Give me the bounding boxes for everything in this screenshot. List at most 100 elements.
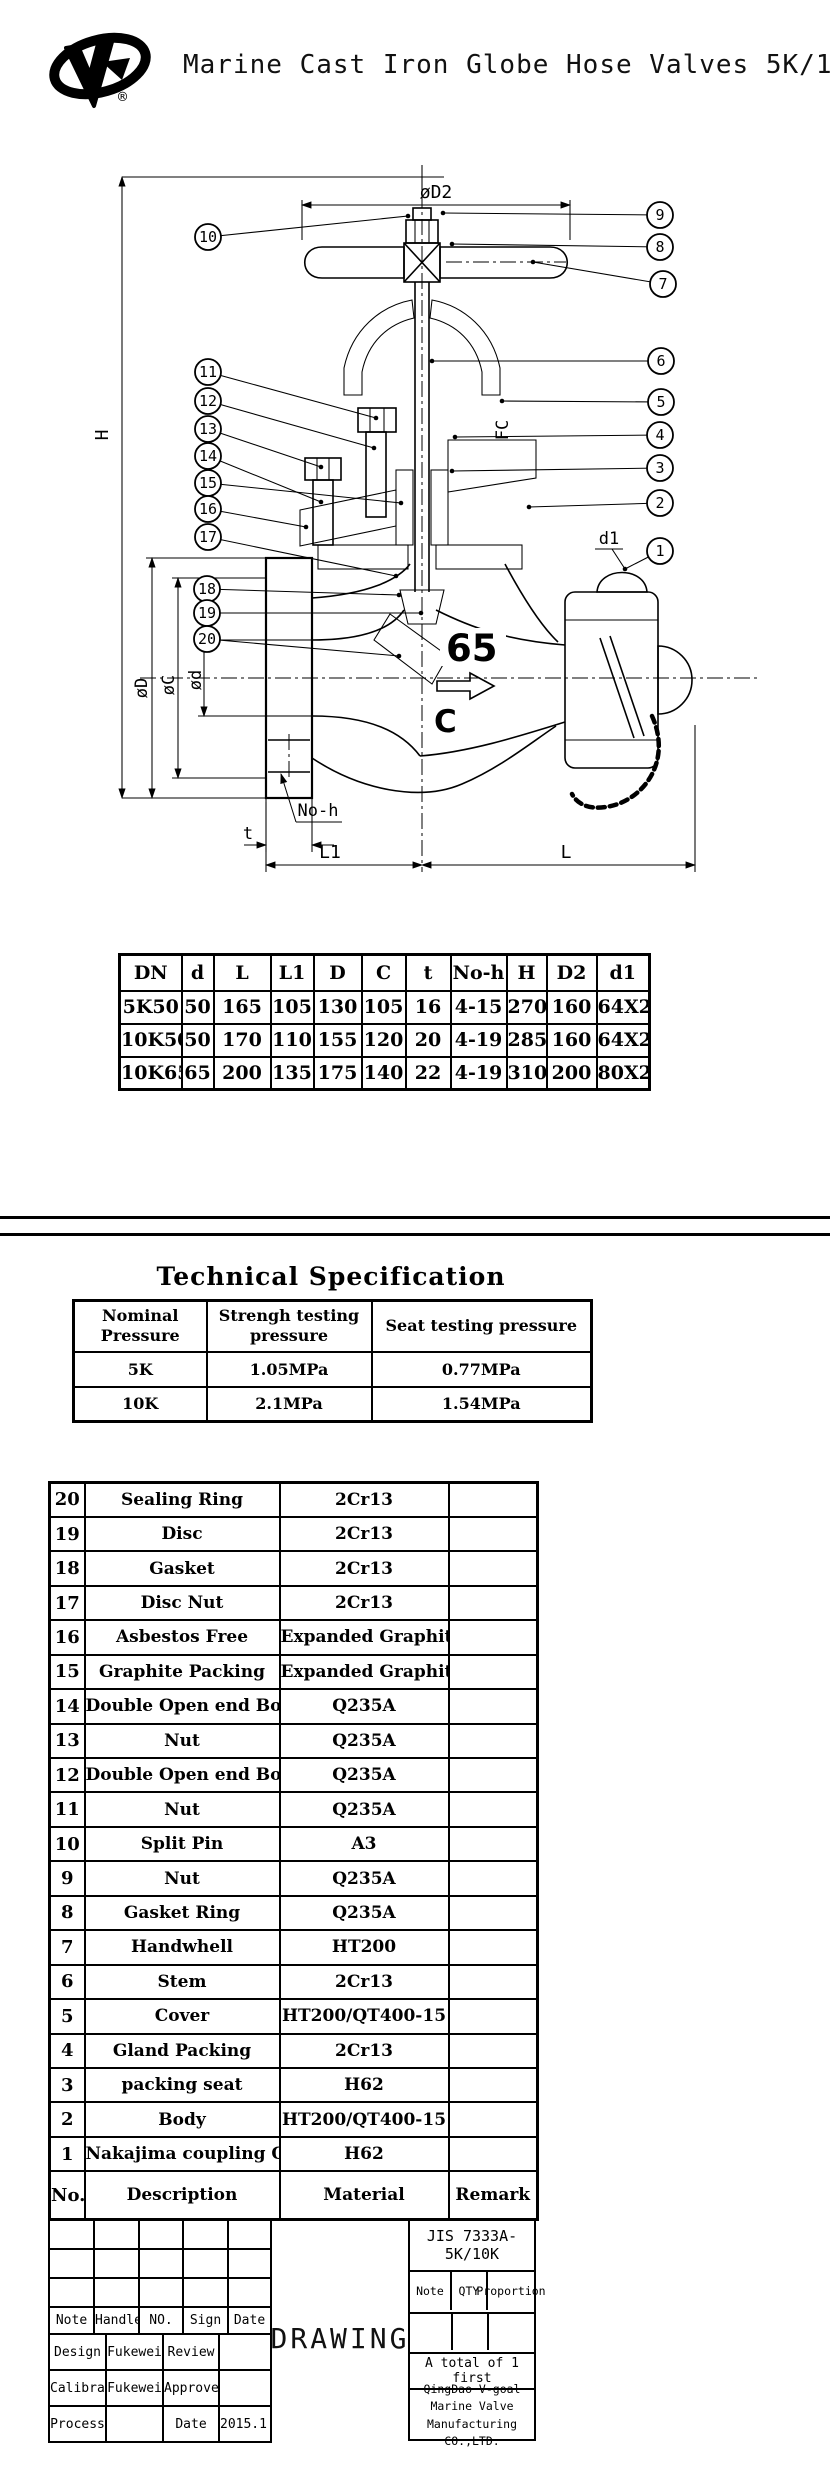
cell: 64X2 bbox=[595, 989, 651, 1025]
svg-text:d1: d1 bbox=[599, 529, 619, 549]
revision-empty-row bbox=[48, 2277, 272, 2308]
cell: Asbestos Free bbox=[83, 1619, 281, 1656]
part-row: 12 Double Open end Bolt Q235A bbox=[48, 1756, 539, 1794]
part-balloon-4: 4 bbox=[452, 421, 674, 449]
qty-header-qty: QTY bbox=[452, 2272, 488, 2310]
hose-coupling bbox=[564, 571, 693, 810]
cell: Fukewei bbox=[105, 2369, 164, 2407]
cell: 13 bbox=[48, 1722, 86, 1760]
total-note: A total of 1 first bbox=[410, 2354, 534, 2390]
cell: 310 bbox=[505, 1055, 548, 1091]
cell: 2Cr13 bbox=[278, 1515, 450, 1553]
cell: Sign bbox=[182, 2306, 229, 2335]
cell: 200 bbox=[212, 1055, 272, 1091]
cell: No. bbox=[48, 2170, 86, 2221]
cell: Nakajima coupling Outlet bbox=[83, 2135, 281, 2173]
cell bbox=[447, 2032, 539, 2069]
cell: Process bbox=[48, 2405, 107, 2443]
cell: Seat testing pressure bbox=[370, 1299, 593, 1353]
cell bbox=[447, 1722, 539, 1760]
cell: 120 bbox=[360, 1022, 407, 1058]
seat bbox=[373, 613, 449, 685]
drawing-type-label: DRAWING bbox=[270, 2322, 410, 2355]
cell bbox=[447, 1791, 539, 1828]
cell: Handle bbox=[93, 2306, 140, 2335]
stem-nut bbox=[405, 207, 439, 244]
handwheel bbox=[304, 242, 568, 283]
cell bbox=[447, 1860, 539, 1897]
cell: DN bbox=[118, 953, 183, 992]
cell: 110 bbox=[269, 1022, 315, 1058]
part-balloon-2: 2 bbox=[526, 489, 674, 517]
part-balloon-9: 9 bbox=[440, 201, 674, 229]
svg-text:2: 2 bbox=[655, 494, 664, 512]
part-row: 8 Gasket Ring Q235A bbox=[48, 1894, 539, 1932]
size-label: 65 bbox=[446, 627, 498, 670]
cell bbox=[447, 1998, 539, 2035]
gland-assembly bbox=[299, 407, 537, 570]
svg-text:3: 3 bbox=[655, 459, 664, 477]
svg-text:H: H bbox=[92, 430, 113, 441]
dim-phiC: øC bbox=[159, 576, 266, 780]
part-balloon-11: 11 bbox=[194, 358, 379, 421]
cell bbox=[447, 2101, 539, 2138]
cell: Date bbox=[227, 2306, 272, 2335]
dim-L1-L: L1 L bbox=[264, 725, 697, 872]
approval-row: CalibratorFukeweiApprover bbox=[48, 2369, 272, 2407]
revision-empty-row bbox=[48, 2218, 272, 2250]
cell: 50 bbox=[180, 989, 215, 1025]
cell: 4-15 bbox=[449, 989, 508, 1025]
cell: 11 bbox=[48, 1791, 86, 1828]
dim-phiD: øD bbox=[132, 556, 266, 800]
part-balloon-20: 20 bbox=[193, 625, 402, 659]
cell: 20 bbox=[48, 1481, 86, 1518]
spec-table: Nominal Pressure Strengh testing pressure… bbox=[72, 1299, 593, 1423]
cell bbox=[447, 1481, 539, 1518]
page-title: Marine Cast Iron Globe Hose Valves 5K/10… bbox=[183, 50, 830, 80]
part-row: 2 Body HT200/QT400-15 bbox=[48, 2101, 539, 2138]
cell: Nut bbox=[83, 1722, 281, 1760]
flow-arrow-icon bbox=[436, 671, 496, 701]
cell: HT200/QT400-15 bbox=[278, 1998, 450, 2035]
part-row: 15 Graphite Packing Expanded Graphite bbox=[48, 1653, 539, 1691]
part-balloon-8: 8 bbox=[449, 233, 674, 261]
cell: 170 bbox=[212, 1022, 272, 1058]
cell: Double Open end Bolt bbox=[83, 1756, 281, 1794]
cell bbox=[93, 2277, 140, 2308]
cell: 2Cr13 bbox=[278, 1584, 450, 1622]
cell bbox=[182, 2277, 229, 2308]
cell bbox=[447, 1825, 539, 1863]
svg-text:øD: øD bbox=[132, 678, 152, 698]
cell: d1 bbox=[595, 953, 651, 992]
cell bbox=[447, 2066, 539, 2104]
part-row: 13 Nut Q235A bbox=[48, 1722, 539, 1760]
cell bbox=[105, 2405, 164, 2443]
dim-phiD2: øD2 bbox=[300, 182, 572, 240]
cell: 285 bbox=[505, 1022, 548, 1058]
cell: 5 bbox=[48, 1998, 86, 2035]
cell: 65 bbox=[180, 1055, 215, 1091]
cell: Description bbox=[83, 2170, 281, 2221]
cell: L bbox=[212, 953, 272, 992]
revision-empty-row bbox=[48, 2248, 272, 2279]
cell: 1 bbox=[48, 2135, 86, 2173]
cell: 19 bbox=[48, 1515, 86, 1553]
part-balloon-3: 3 bbox=[449, 454, 674, 482]
cell: 2Cr13 bbox=[278, 1550, 450, 1587]
cell: 0.77MPa bbox=[370, 1350, 593, 1388]
company-line1: QingDao V-goal Marine Valve bbox=[423, 2382, 521, 2414]
part-balloon-6: 6 bbox=[429, 347, 675, 375]
cell: 10 bbox=[48, 1825, 86, 1863]
svg-text:20: 20 bbox=[198, 630, 216, 648]
cell: D bbox=[312, 953, 363, 992]
cell: 80X2 bbox=[595, 1055, 651, 1091]
cell bbox=[218, 2369, 272, 2407]
cell bbox=[218, 2333, 272, 2371]
cell bbox=[447, 1550, 539, 1587]
flow-label: C bbox=[434, 704, 457, 740]
cell: Q235A bbox=[278, 1722, 450, 1760]
part-row: 3 packing seat H62 bbox=[48, 2066, 539, 2104]
